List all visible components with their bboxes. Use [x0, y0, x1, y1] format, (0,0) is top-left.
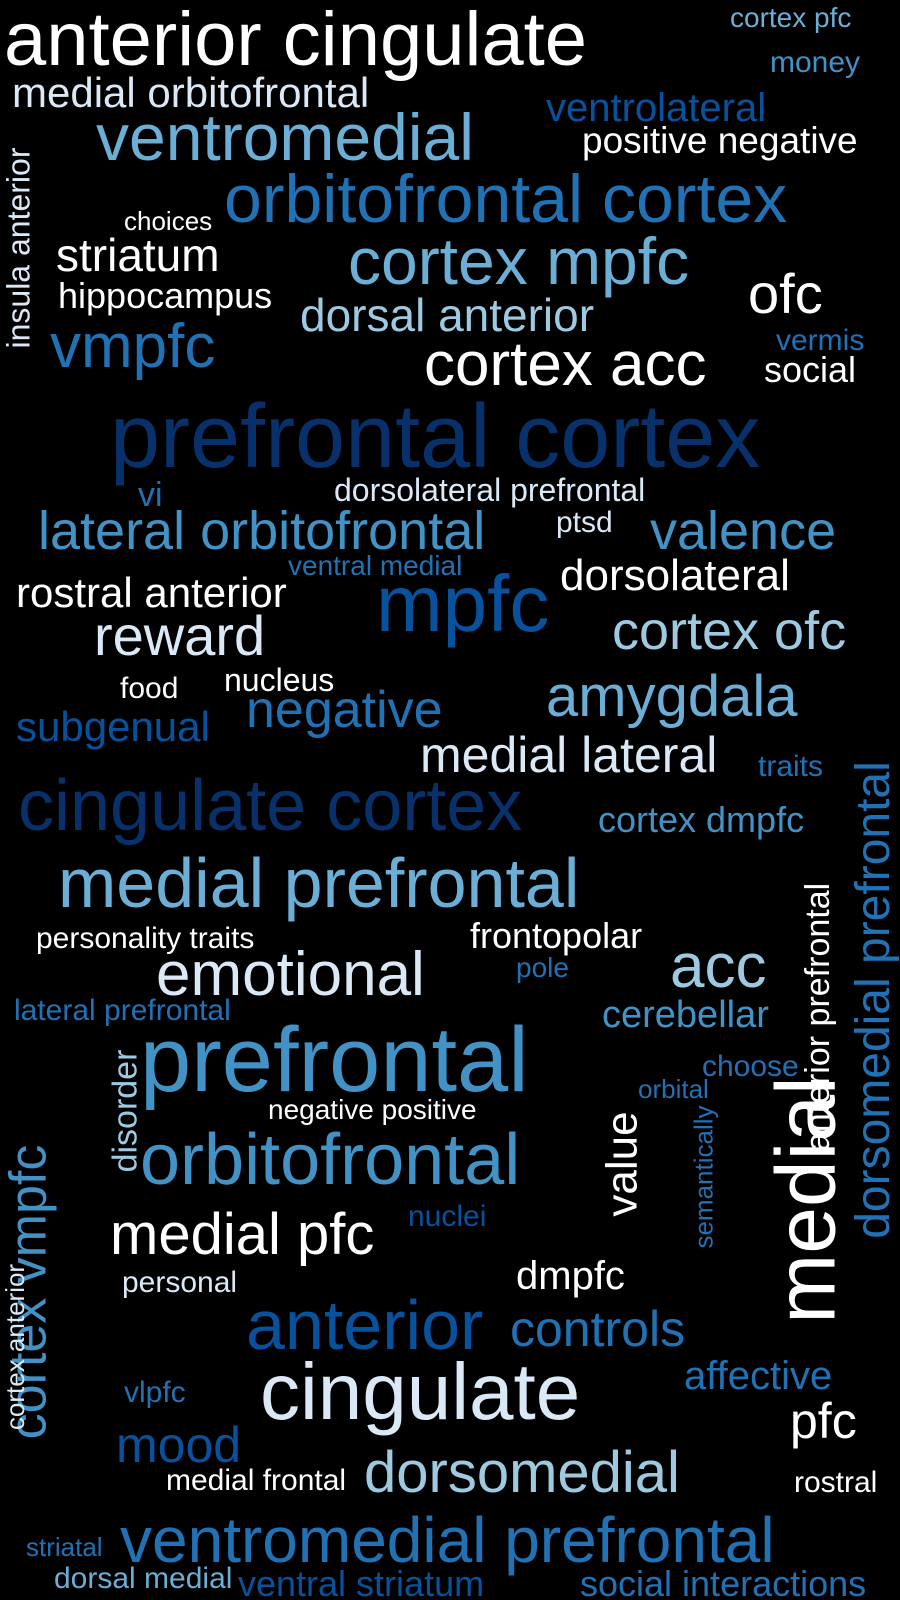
word: rostral	[794, 1466, 878, 1499]
word: striatum	[56, 229, 220, 281]
word: vlpfc	[124, 1376, 186, 1409]
word: cortex dmpfc	[598, 799, 805, 840]
word: personal	[122, 1266, 238, 1299]
word: food	[120, 672, 179, 705]
word: negative positive	[268, 1094, 477, 1125]
word: cingulate	[260, 1347, 581, 1436]
word: cerebellar	[602, 994, 769, 1036]
word: anterior prefrontal	[799, 882, 838, 1152]
word: valence	[650, 501, 837, 561]
word: choose	[702, 1050, 799, 1083]
word: anterior cingulate	[4, 0, 588, 82]
word: social interactions	[580, 1563, 867, 1600]
word: striatal	[26, 1532, 103, 1562]
word: ventrolateral	[546, 86, 767, 130]
word: frontopolar	[470, 915, 643, 956]
word: positive negative	[582, 120, 858, 161]
word: cortex ofc	[612, 601, 847, 661]
word: ventromedial prefrontal	[120, 1504, 775, 1576]
word: cortex pfc	[730, 2, 852, 33]
word: orbitofrontal	[140, 1120, 521, 1200]
word: dorsolateral	[560, 551, 790, 600]
word: medial orbitofrontal	[12, 69, 370, 116]
word: medial frontal	[166, 1464, 347, 1497]
word: amygdala	[546, 664, 798, 729]
word: cingulate cortex	[18, 766, 523, 846]
word: lateral orbitofrontal	[38, 501, 486, 561]
word: medial lateral	[420, 727, 718, 783]
word: value	[597, 1111, 647, 1217]
word: rostral anterior	[16, 569, 287, 616]
word: controls	[510, 1301, 686, 1357]
word: lateral prefrontal	[14, 994, 231, 1027]
word: prefrontal cortex	[110, 387, 761, 487]
word: cortex mpfc	[348, 224, 690, 298]
word: cortex anterior	[0, 1263, 31, 1431]
word: emotional	[156, 940, 425, 1009]
word: ventral striatum	[238, 1563, 485, 1600]
word: medial pfc	[110, 1202, 375, 1267]
word: medial prefrontal	[58, 844, 580, 922]
word: dorsal anterior	[300, 289, 595, 341]
word: dorsomedial prefrontal	[846, 761, 900, 1239]
word: dorsolateral prefrontal	[334, 472, 646, 508]
word: money	[770, 46, 861, 79]
word: negative	[246, 681, 443, 739]
word: semantically	[688, 1105, 719, 1249]
word: affective	[684, 1354, 833, 1398]
word: pole	[516, 952, 569, 983]
word: dmpfc	[516, 1254, 625, 1298]
word: mpfc	[376, 559, 550, 648]
word: vmpfc	[50, 312, 216, 381]
word: nuclei	[408, 1200, 487, 1233]
word: prefrontal	[140, 1009, 529, 1111]
word: acc	[670, 932, 767, 1001]
word: ventral medial	[288, 550, 463, 581]
word: nucleus	[224, 662, 335, 698]
word: insula anterior	[0, 147, 36, 349]
word: dorsal medial	[54, 1562, 233, 1595]
word: orbitofrontal cortex	[224, 161, 788, 237]
word: anterior	[246, 1286, 484, 1364]
word: ventromedial	[96, 100, 474, 174]
word: hippocampus	[58, 275, 273, 316]
word: vermis	[776, 324, 865, 357]
word: ofc	[748, 262, 823, 325]
word: reward	[94, 604, 266, 667]
word: subgenual	[16, 703, 210, 750]
word: choices	[124, 206, 213, 236]
word: disorder	[106, 1049, 145, 1173]
word: traits	[758, 750, 824, 783]
word: social	[764, 349, 857, 390]
word: dorsomedial	[364, 1440, 680, 1505]
word: vi	[138, 476, 163, 514]
word: ptsd	[556, 506, 613, 539]
word: orbital	[638, 1074, 709, 1104]
word: personality traits	[36, 922, 255, 955]
word: cortex acc	[424, 330, 707, 399]
word: mood	[116, 1417, 242, 1473]
word: pfc	[790, 1393, 857, 1449]
